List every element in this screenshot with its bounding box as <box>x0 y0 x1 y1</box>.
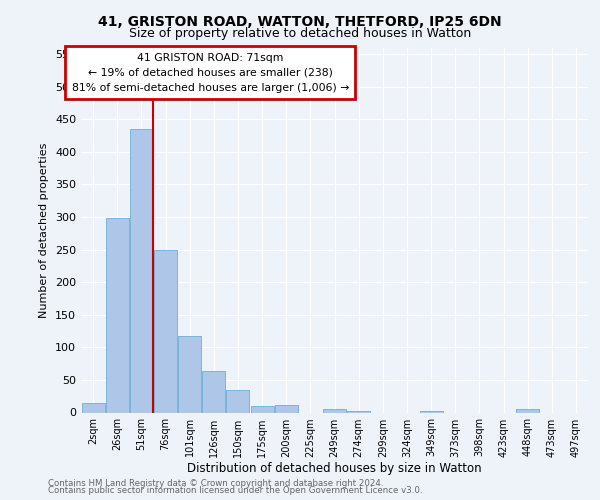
Bar <box>347 410 370 412</box>
Bar <box>178 336 201 412</box>
Bar <box>154 250 177 412</box>
Bar <box>82 402 104 412</box>
Y-axis label: Number of detached properties: Number of detached properties <box>40 142 49 318</box>
Bar <box>275 404 298 412</box>
Bar <box>419 410 443 412</box>
Text: 41 GRISTON ROAD: 71sqm
← 19% of detached houses are smaller (238)
81% of semi-de: 41 GRISTON ROAD: 71sqm ← 19% of detached… <box>71 53 349 92</box>
Bar <box>202 372 225 412</box>
Bar <box>323 409 346 412</box>
Bar <box>130 129 153 412</box>
Bar <box>106 218 128 412</box>
Bar <box>251 406 274 412</box>
X-axis label: Distribution of detached houses by size in Watton: Distribution of detached houses by size … <box>187 462 482 475</box>
Bar <box>226 390 250 412</box>
Text: Size of property relative to detached houses in Watton: Size of property relative to detached ho… <box>129 26 471 40</box>
Text: 41, GRISTON ROAD, WATTON, THETFORD, IP25 6DN: 41, GRISTON ROAD, WATTON, THETFORD, IP25… <box>98 16 502 30</box>
Text: Contains public sector information licensed under the Open Government Licence v3: Contains public sector information licen… <box>48 486 422 495</box>
Text: Contains HM Land Registry data © Crown copyright and database right 2024.: Contains HM Land Registry data © Crown c… <box>48 478 383 488</box>
Bar <box>516 409 539 412</box>
